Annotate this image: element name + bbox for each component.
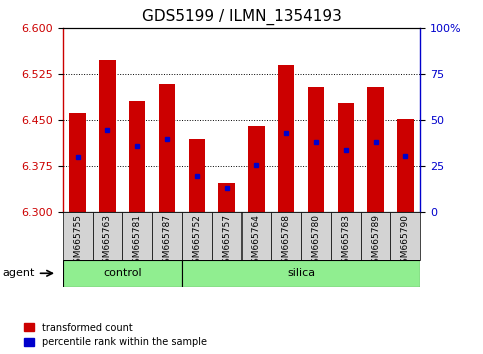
- Bar: [129, 101, 145, 212]
- Bar: [70, 113, 86, 212]
- Bar: [63, 260, 182, 287]
- Bar: [99, 60, 115, 212]
- Bar: [182, 212, 212, 260]
- Text: GSM665768: GSM665768: [282, 214, 291, 269]
- Bar: [278, 65, 294, 212]
- Bar: [189, 139, 205, 212]
- Bar: [63, 212, 93, 260]
- Text: GSM665755: GSM665755: [73, 214, 82, 269]
- Bar: [271, 212, 301, 260]
- Text: GSM665757: GSM665757: [222, 214, 231, 269]
- Text: GSM665783: GSM665783: [341, 214, 350, 269]
- Text: GSM665790: GSM665790: [401, 214, 410, 269]
- Text: GSM665787: GSM665787: [163, 214, 171, 269]
- Text: GSM665752: GSM665752: [192, 214, 201, 269]
- Text: GSM665764: GSM665764: [252, 214, 261, 269]
- Bar: [338, 103, 354, 212]
- Bar: [93, 212, 122, 260]
- Bar: [218, 183, 235, 212]
- Bar: [308, 87, 324, 212]
- Bar: [390, 212, 420, 260]
- Bar: [212, 212, 242, 260]
- Text: GSM665763: GSM665763: [103, 214, 112, 269]
- Text: GSM665781: GSM665781: [133, 214, 142, 269]
- Text: GSM665780: GSM665780: [312, 214, 320, 269]
- Bar: [331, 212, 361, 260]
- Bar: [242, 212, 271, 260]
- Bar: [361, 212, 390, 260]
- Bar: [182, 260, 420, 287]
- Text: control: control: [103, 268, 142, 279]
- Text: GDS5199 / ILMN_1354193: GDS5199 / ILMN_1354193: [142, 9, 341, 25]
- Bar: [301, 212, 331, 260]
- Text: GSM665789: GSM665789: [371, 214, 380, 269]
- Bar: [248, 126, 265, 212]
- Legend: transformed count, percentile rank within the sample: transformed count, percentile rank withi…: [24, 322, 207, 347]
- Text: agent: agent: [2, 268, 35, 278]
- Bar: [159, 84, 175, 212]
- Bar: [397, 119, 413, 212]
- Text: silica: silica: [287, 268, 315, 279]
- Bar: [368, 87, 384, 212]
- Bar: [122, 212, 152, 260]
- Bar: [152, 212, 182, 260]
